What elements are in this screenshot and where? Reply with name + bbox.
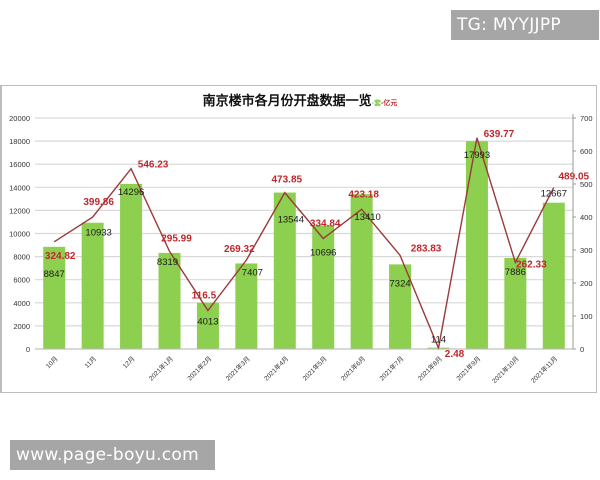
y-right-tick-label: 300 — [580, 246, 593, 255]
bar — [120, 183, 143, 349]
bar-value-label: 7886 — [505, 267, 526, 278]
legend-units-bar: -套 — [371, 100, 381, 107]
bar-value-label: 4013 — [197, 317, 218, 328]
bar — [273, 192, 296, 349]
bar-value-label: 13410 — [354, 212, 380, 223]
bar-value-label: 8847 — [44, 269, 65, 280]
chart-title-row: 南京楼市各月份开盘数据一览-套-亿元 — [0, 90, 600, 109]
bar-value-label: 7324 — [390, 278, 411, 289]
x-tick-label: 2021年8月 — [416, 354, 444, 382]
line-value-label: 639.77 — [484, 129, 515, 140]
bar — [350, 194, 373, 349]
gridlines — [35, 117, 573, 350]
watermark-tg: TG: MYYJJPP — [451, 10, 599, 40]
data-labels: 8847 10933 14296 8319 4013 7407 13544 10696 1341… — [44, 129, 590, 360]
bar-value-label: 17993 — [464, 150, 490, 161]
x-tick-label: 12月 — [121, 355, 136, 370]
line-value-label: 262.33 — [516, 259, 547, 270]
bar — [81, 222, 104, 349]
line-value-label: 489.05 — [558, 172, 589, 183]
bar — [158, 252, 181, 349]
line-value-label: 334.84 — [310, 219, 341, 230]
bar-value-label: 10933 — [85, 228, 111, 239]
bar-value-label: 13544 — [278, 215, 304, 226]
y-left-tick-label: 6000 — [13, 276, 30, 285]
x-tick-label: 2021年2月 — [185, 354, 213, 382]
bar — [196, 302, 219, 349]
y-right-tick-label: 700 — [580, 114, 593, 123]
y-left-tick-label: 18000 — [9, 137, 30, 146]
chart-title: 南京楼市各月份开盘数据一览 — [202, 93, 372, 108]
y-right-tick-label: 200 — [580, 279, 593, 288]
y-right-tick-label: 100 — [580, 312, 593, 321]
y-left-tick-label: 10000 — [9, 230, 30, 239]
x-tick-label: 2021年3月 — [223, 354, 251, 382]
line-value-label: 2.48 — [445, 349, 465, 360]
y-left-tick-label: 4000 — [13, 299, 30, 308]
bar — [43, 246, 66, 349]
bar-value-label: 114 — [431, 335, 446, 346]
bar-value-label: 12667 — [541, 189, 567, 200]
bar — [504, 257, 527, 349]
bar — [389, 264, 412, 349]
bar-value-label: 8319 — [157, 257, 178, 268]
bar-series — [43, 141, 565, 349]
line-value-label: 399.86 — [83, 197, 114, 208]
x-tick-label: 10月 — [44, 355, 59, 370]
x-tick-label: 2021年10月 — [490, 354, 521, 385]
line-value-label: 116.5 — [192, 291, 217, 302]
watermark-site: www.page-boyu.com — [10, 440, 215, 470]
y-left-tick-label: 2000 — [13, 322, 30, 331]
y-left-tick-label: 16000 — [9, 160, 30, 169]
line-value-label: 269.32 — [224, 244, 255, 255]
bar-value-label: 7407 — [242, 267, 263, 278]
y-left-tick-label: 12000 — [9, 206, 30, 215]
y-right-tick-label: 500 — [580, 180, 593, 189]
line-value-label: 473.85 — [271, 175, 302, 186]
value-line — [53, 137, 555, 351]
x-tick-label: 2021年5月 — [300, 354, 328, 382]
bar — [235, 263, 258, 349]
y-right-tick-label: 600 — [580, 147, 593, 156]
y-left-tick-label: 8000 — [13, 253, 30, 262]
line-value-label: 546.23 — [138, 160, 169, 171]
x-tick-label: 2021年4月 — [262, 354, 290, 382]
y-left-tick-label: 20000 — [9, 114, 30, 123]
line-value-label: 283.83 — [411, 243, 442, 254]
x-tick-label: 11月 — [83, 355, 98, 370]
line-series — [53, 137, 555, 351]
x-tick-label: 2021年11月 — [529, 354, 560, 385]
legend-units-line: -亿元 — [381, 100, 398, 107]
line-value-label: 324.82 — [45, 251, 76, 262]
bar — [312, 225, 335, 349]
bar-value-label: 10696 — [310, 247, 336, 258]
bar-value-label: 14296 — [118, 187, 144, 198]
y-right-tick-label: 0 — [580, 345, 584, 354]
y-left-tick-label: 14000 — [9, 183, 30, 192]
y-right-tick-label: 400 — [580, 213, 593, 222]
x-tick-label: 2021年7月 — [377, 354, 405, 382]
bar — [465, 141, 488, 349]
line-value-label: 295.99 — [161, 233, 192, 244]
y-left-tick-label: 0 — [26, 345, 30, 354]
line-value-label: 423.18 — [348, 189, 379, 200]
x-tick-label: 2021年6月 — [339, 354, 367, 382]
bar — [542, 202, 565, 349]
x-tick-label: 2021年1月 — [147, 354, 175, 382]
